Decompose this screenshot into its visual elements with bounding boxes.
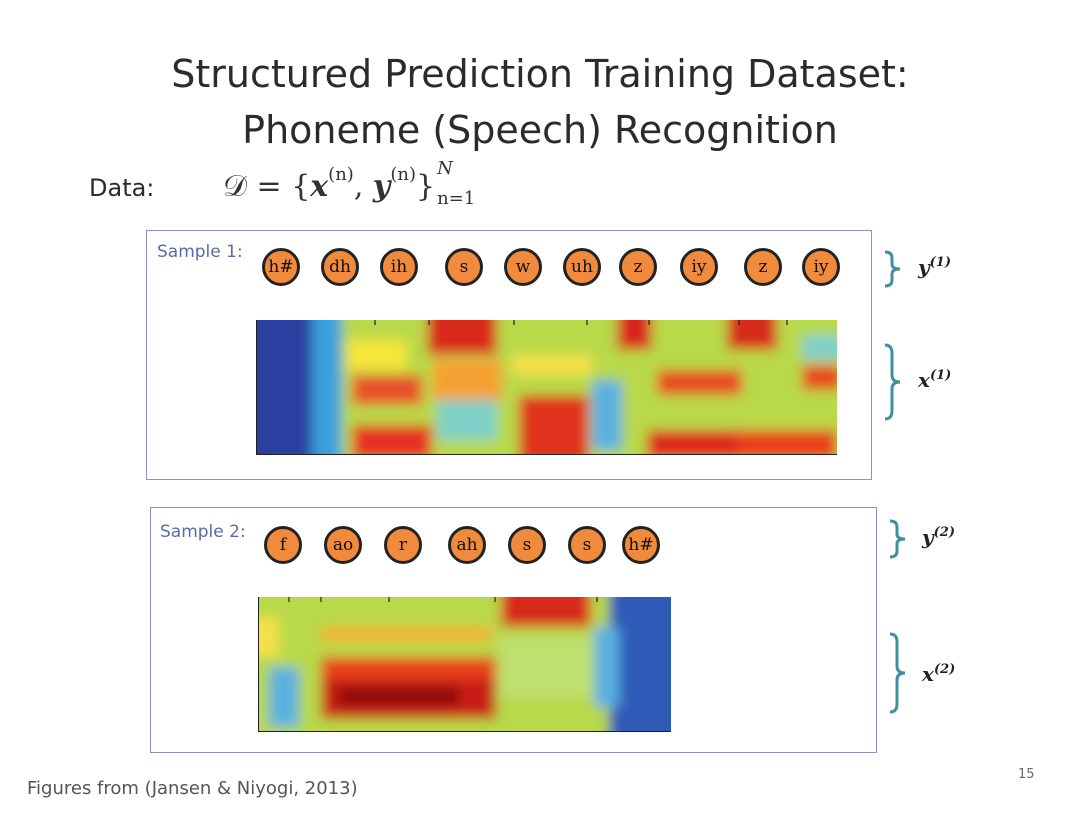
slide-title: Structured Prediction Training Dataset: … — [0, 46, 1080, 158]
formula-open-brace: { — [291, 169, 311, 204]
phoneme-1-10: iy — [802, 248, 840, 286]
formula-x-sup: (n) — [328, 164, 354, 185]
formula-dataset-symbol: 𝒟 — [223, 169, 247, 204]
label-y1: y(1) — [918, 255, 951, 279]
phoneme-2-2: ao — [324, 526, 362, 564]
figure-citation: Figures from (Jansen & Niyogi, 2013) — [27, 778, 358, 799]
phoneme-1-7: z — [619, 248, 657, 286]
sample-1-label: Sample 1: — [157, 242, 243, 262]
formula-upper-limit: N — [437, 158, 453, 179]
label-x2: x(2) — [922, 662, 956, 686]
sample-2-label: Sample 2: — [160, 522, 246, 542]
brace-y1-icon — [884, 250, 901, 288]
brace-x1-icon — [884, 343, 901, 421]
label-x1: x(1) — [918, 368, 952, 392]
brace-x2-icon — [889, 632, 906, 714]
phoneme-1-2: dh — [321, 248, 359, 286]
phoneme-2-5: s — [508, 526, 546, 564]
data-label: Data: — [89, 174, 155, 202]
phoneme-2-1: f — [264, 526, 302, 564]
phoneme-1-3: ih — [380, 248, 418, 286]
sample-1-spectrogram — [256, 320, 837, 455]
formula-comma: , — [353, 169, 364, 204]
phoneme-1-5: w — [504, 248, 542, 286]
page-number: 15 — [1018, 767, 1035, 782]
formula-equals: = — [256, 169, 282, 204]
brace-y2-icon — [889, 519, 906, 559]
phoneme-1-9: z — [744, 248, 782, 286]
formula-x: x — [310, 169, 329, 204]
formula-y-sup: (n) — [390, 164, 416, 185]
formula-lower-limit: n=1 — [437, 188, 476, 209]
sample-2-spectrogram — [258, 597, 671, 732]
phoneme-2-3: r — [384, 526, 422, 564]
phoneme-2-7: h# — [622, 526, 660, 564]
formula-close-brace: } — [415, 169, 436, 204]
phoneme-1-1: h# — [262, 248, 300, 286]
phoneme-1-6: uh — [563, 248, 601, 286]
title-line-2: Phoneme (Speech) Recognition — [242, 108, 838, 152]
phoneme-2-6: s — [568, 526, 606, 564]
title-line-1: Structured Prediction Training Dataset: — [171, 52, 909, 96]
formula-y: y — [372, 169, 391, 204]
label-y2: y(2) — [922, 525, 955, 549]
phoneme-1-4: s — [445, 248, 483, 286]
phoneme-2-4: ah — [448, 526, 486, 564]
phoneme-1-8: iy — [680, 248, 718, 286]
